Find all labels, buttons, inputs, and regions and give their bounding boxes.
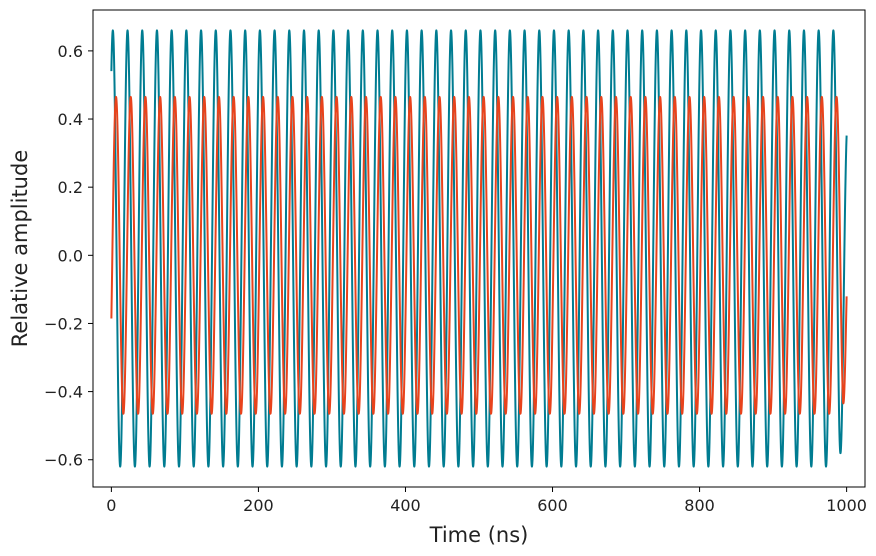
x-axis-label: Time (ns): [429, 523, 529, 547]
x-tick-label: 400: [390, 496, 421, 515]
x-tick-label: 1000: [826, 496, 867, 515]
y-tick-label: −0.6: [44, 451, 83, 470]
x-tick-label: 200: [243, 496, 274, 515]
series-line-q: [110, 95, 848, 415]
y-axis-label: Relative amplitude: [8, 150, 32, 347]
x-tick-label: 0: [106, 496, 116, 515]
series-line-i: [110, 29, 848, 468]
y-tick-label: 0.6: [58, 42, 83, 61]
y-tick-label: 0.2: [58, 178, 83, 197]
y-tick-label: −0.2: [44, 314, 83, 333]
y-tick-label: −0.4: [44, 383, 83, 402]
x-ticks: 0 200 400 600 800 1000: [106, 487, 867, 515]
x-tick-label: 600: [537, 496, 568, 515]
plot-frame: [92, 9, 866, 488]
y-ticks: −0.6 −0.4 −0.2 0.0 0.2 0.4 0.6: [44, 42, 93, 470]
y-tick-label: 0.4: [58, 110, 83, 129]
y-tick-label: 0.0: [58, 246, 83, 265]
series-layer: [110, 29, 848, 468]
x-tick-label: 800: [684, 496, 715, 515]
